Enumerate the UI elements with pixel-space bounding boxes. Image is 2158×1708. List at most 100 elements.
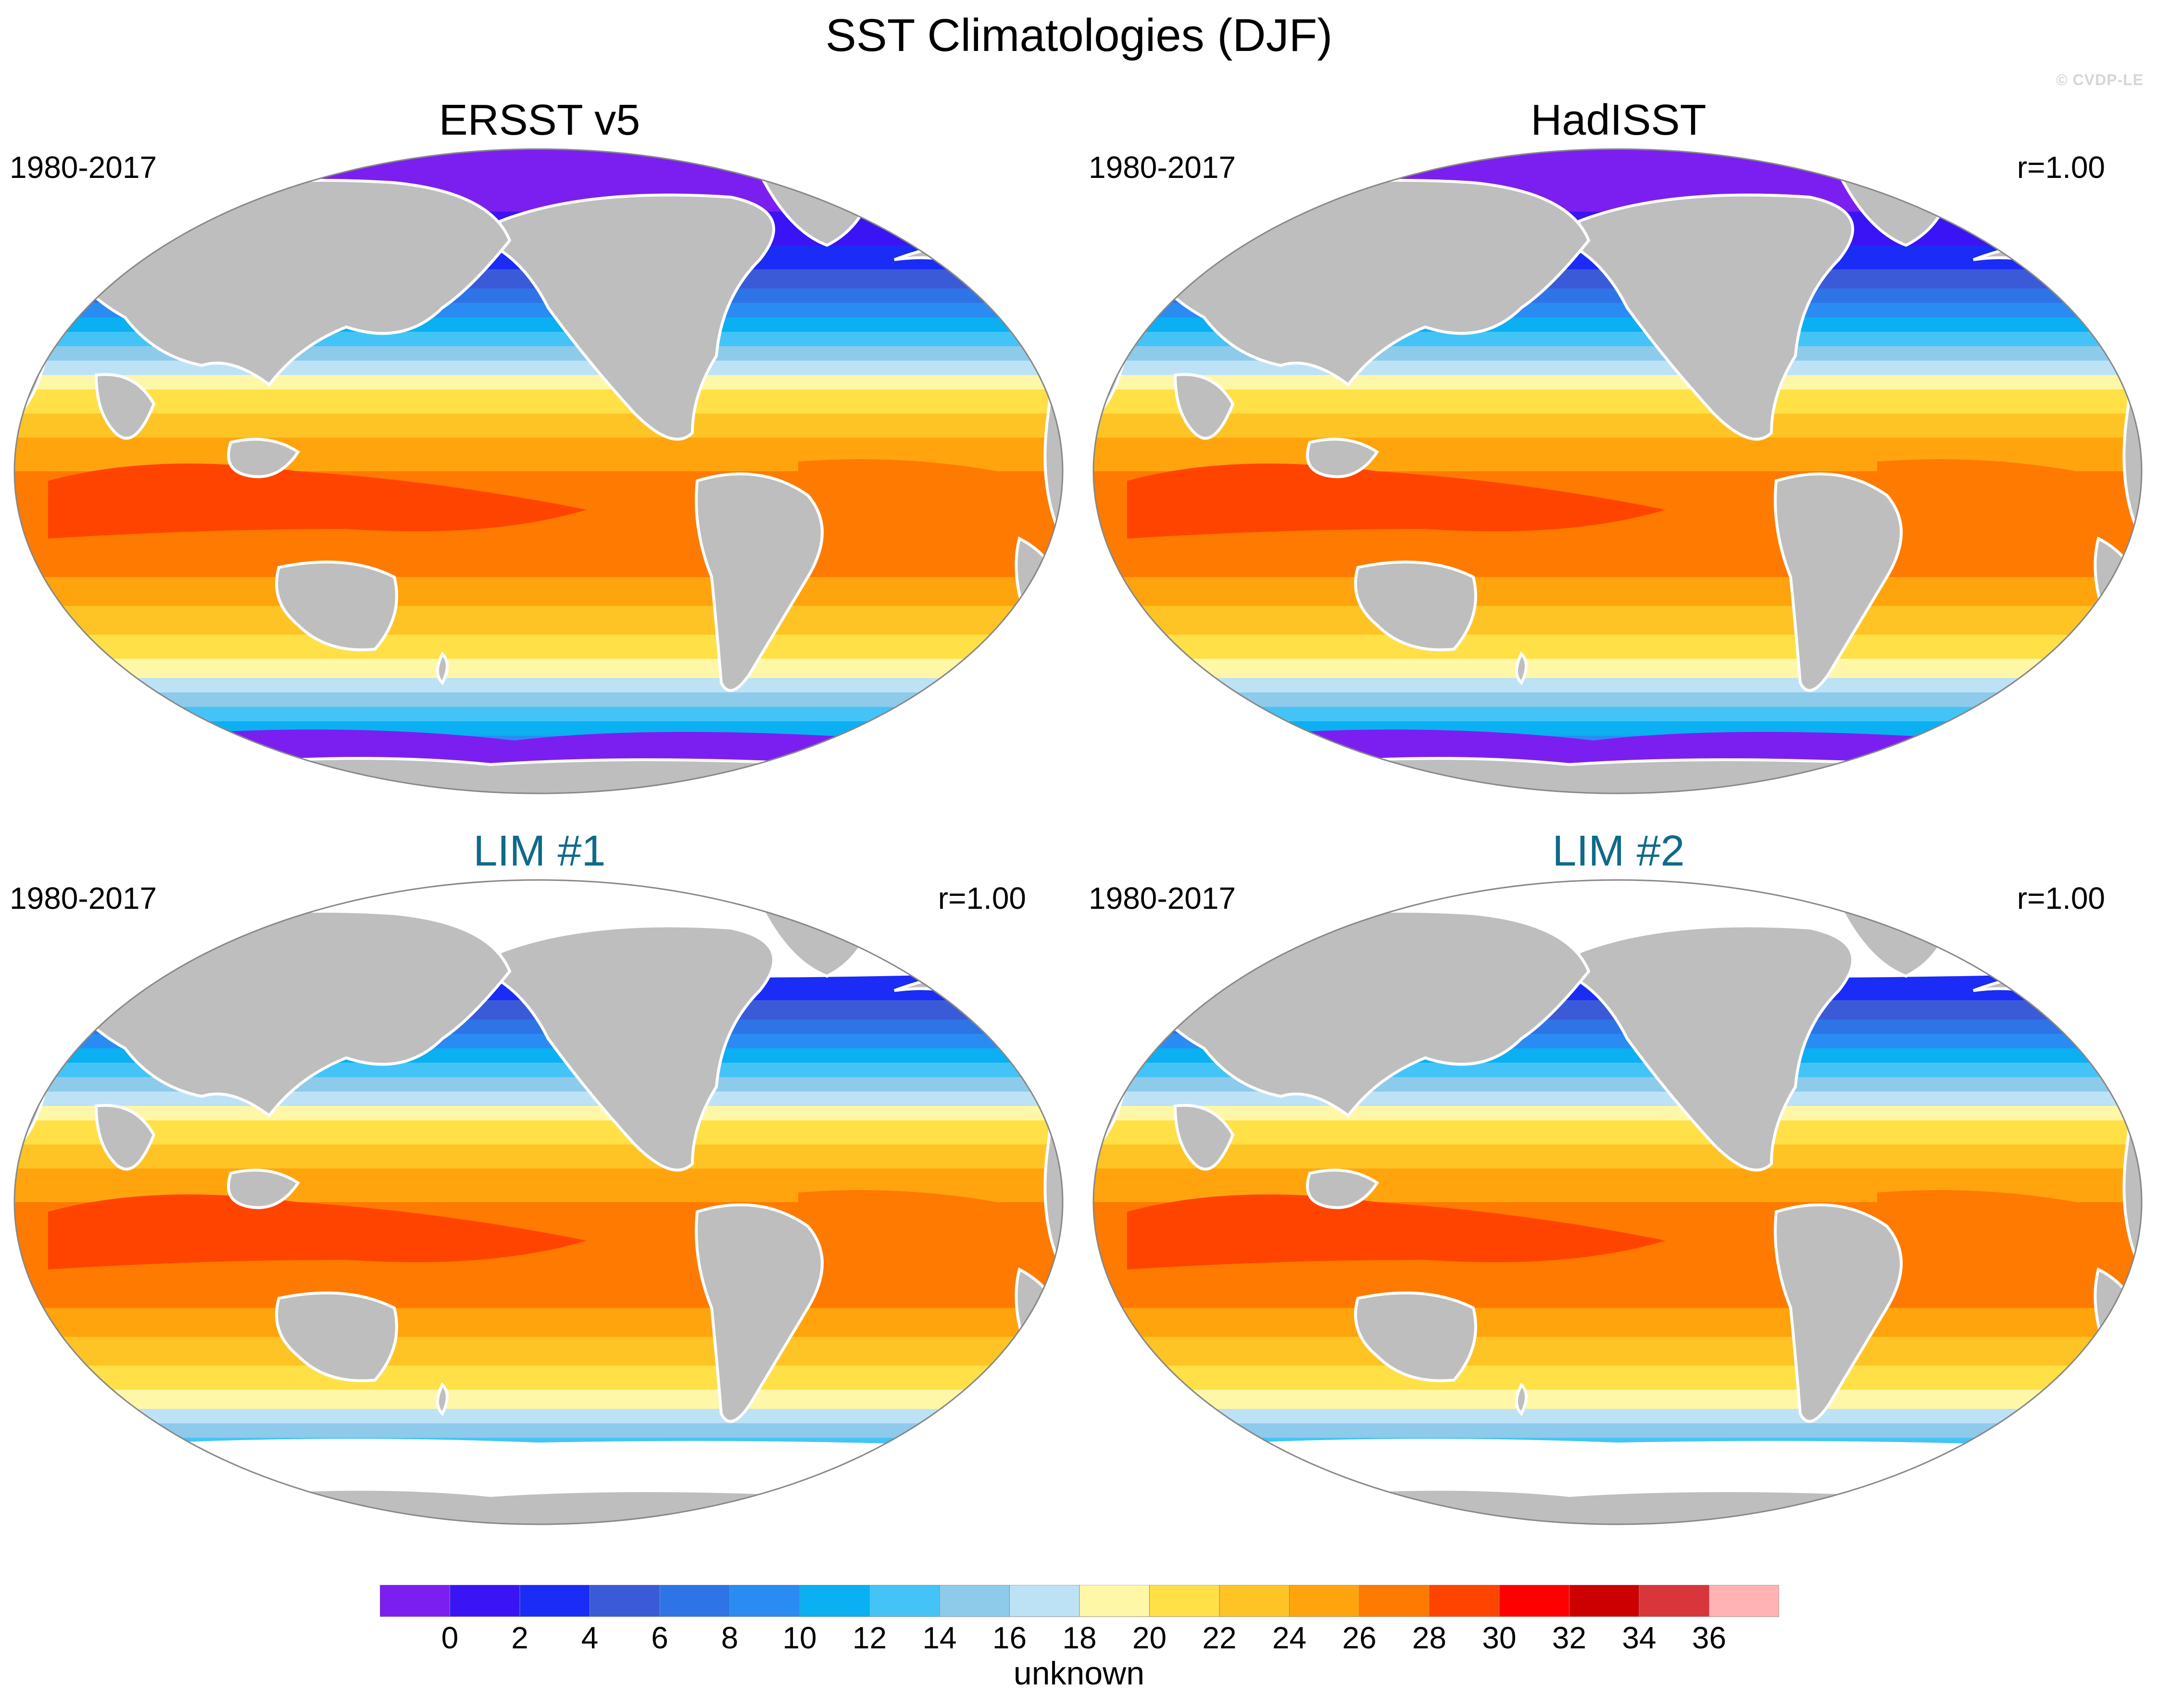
colorbar-tick-label: 4 <box>581 1620 599 1655</box>
sst-band <box>14 1390 1063 1409</box>
map-ocean <box>14 880 1063 1524</box>
sst-band <box>14 1092 1063 1106</box>
colorbar-unit-label: unknown <box>1013 1655 1145 1692</box>
sst-band <box>14 414 1063 438</box>
land-north-america <box>1578 924 1855 1172</box>
atlantic-warm <box>798 459 1043 510</box>
colorbar-tick-label: 0 <box>441 1620 459 1655</box>
colorbar-tick-label: 34 <box>1622 1620 1656 1655</box>
colorbar-tick-label: 36 <box>1692 1620 1726 1655</box>
colorbar-swatch <box>1709 1585 1779 1617</box>
period-label: 1980-2017 <box>10 881 157 916</box>
sst-band <box>1093 606 2142 635</box>
sst-band <box>1093 1106 2142 1121</box>
sst-band <box>14 1308 1063 1337</box>
atlantic-warm <box>798 1190 1043 1241</box>
land-north-america <box>499 924 776 1172</box>
colorbar: 0 2 4 6 8 10 12 14 16 18 20 22 24 26 28 30 32 34 36 <box>380 1585 1779 1655</box>
sst-band <box>1093 361 2142 376</box>
colorbar-swatch <box>1569 1585 1640 1617</box>
sst-band <box>1093 1409 2142 1424</box>
sst-band <box>14 389 1063 414</box>
sst-band <box>1093 414 2142 438</box>
colorbar-tick-label: 22 <box>1202 1620 1236 1655</box>
colorbar-swatch <box>869 1585 940 1617</box>
sst-band <box>1093 149 2142 212</box>
colorbar-swatch <box>519 1585 590 1617</box>
colorbar-tick-label: 18 <box>1062 1620 1096 1655</box>
warm-pool <box>48 1194 587 1269</box>
panel-title: HadISST <box>1531 96 1706 144</box>
colorbar-swatch <box>939 1585 1010 1617</box>
colorbar-tick-label: 32 <box>1552 1620 1586 1655</box>
map-ocean <box>1093 880 2142 1524</box>
panel-ersst: ERSST v5 1980-2017 <box>0 0 1079 794</box>
colorbar-tick-label: 20 <box>1132 1620 1167 1655</box>
land-australia <box>275 560 398 652</box>
sst-band <box>14 707 1063 722</box>
sst-band <box>14 606 1063 635</box>
sst-band <box>1093 1390 2142 1409</box>
land-north-america <box>499 193 776 441</box>
sst-band <box>14 1409 1063 1424</box>
land-south-america <box>1774 1203 1903 1423</box>
period-label: 1980-2017 <box>10 150 157 185</box>
colorbar-swatch <box>659 1585 730 1617</box>
land-north-america <box>1578 193 1855 441</box>
land-australia <box>275 1291 398 1382</box>
period-label: 1980-2017 <box>1089 881 1236 916</box>
land-new-zealand <box>1515 651 1528 686</box>
colorbar-swatch <box>450 1585 520 1617</box>
land-south-america <box>695 1203 824 1423</box>
land-india <box>1173 373 1235 440</box>
panel-lim1: LIM #1 1980-2017 r=1.00 <box>0 731 1079 1525</box>
colorbar-tick-label: 26 <box>1342 1620 1376 1655</box>
sst-band <box>14 1366 1063 1390</box>
colorbar-tick-label: 6 <box>651 1620 668 1655</box>
atlantic-warm <box>1877 459 2122 510</box>
map-border <box>13 879 1064 1525</box>
colorbar-swatch <box>590 1585 660 1617</box>
colorbar-swatch <box>1499 1585 1569 1617</box>
colorbar-swatch <box>799 1585 870 1617</box>
land-maritime-continent <box>1306 1168 1380 1209</box>
panel-title: ERSST v5 <box>439 96 640 144</box>
land-india <box>94 373 156 440</box>
panel-hadisst: HadISST 1980-2017 r=1.00 <box>1079 0 2158 794</box>
colorbar-swatch <box>1009 1585 1080 1617</box>
sst-band <box>1093 389 2142 414</box>
figure-title: SST Climatologies (DJF) <box>825 10 1333 61</box>
land-south-america <box>1774 472 1903 692</box>
colorbar-swatch <box>1639 1585 1709 1617</box>
sst-band <box>1093 692 2142 707</box>
sst-band <box>1093 635 2142 659</box>
sst-band <box>14 1144 1063 1169</box>
land-antarctica <box>14 1488 1063 1524</box>
credit-watermark: © CVDP-LE <box>2056 71 2144 88</box>
atlantic-warm <box>1877 1190 2122 1241</box>
sst-band <box>14 659 1063 678</box>
sst-band <box>1093 659 2142 678</box>
sst-band <box>1093 1337 2142 1366</box>
land-australia <box>1354 560 1477 652</box>
sst-band <box>1093 375 2142 390</box>
period-label: 1980-2017 <box>1089 150 1236 185</box>
colorbar-tick-label: 2 <box>511 1620 528 1655</box>
warm-pool <box>1127 464 1666 539</box>
sst-band <box>14 635 1063 659</box>
land-maritime-continent <box>227 438 301 478</box>
panel-title: LIM #1 <box>473 827 606 875</box>
map-border <box>1092 879 2143 1525</box>
sst-band <box>14 1423 1063 1438</box>
sst-band <box>1093 1092 2142 1106</box>
map-border <box>13 148 1064 794</box>
land-south-america <box>695 472 824 692</box>
land-maritime-continent <box>227 1168 301 1209</box>
colorbar-tick-label: 30 <box>1482 1620 1516 1655</box>
colorbar-tick-label: 12 <box>853 1620 887 1655</box>
land-maritime-continent <box>1306 438 1380 478</box>
panel-title: LIM #2 <box>1552 827 1685 875</box>
sst-band <box>1093 577 2142 606</box>
colorbar-tick-label: 16 <box>992 1620 1027 1655</box>
land-australia <box>1354 1291 1477 1382</box>
